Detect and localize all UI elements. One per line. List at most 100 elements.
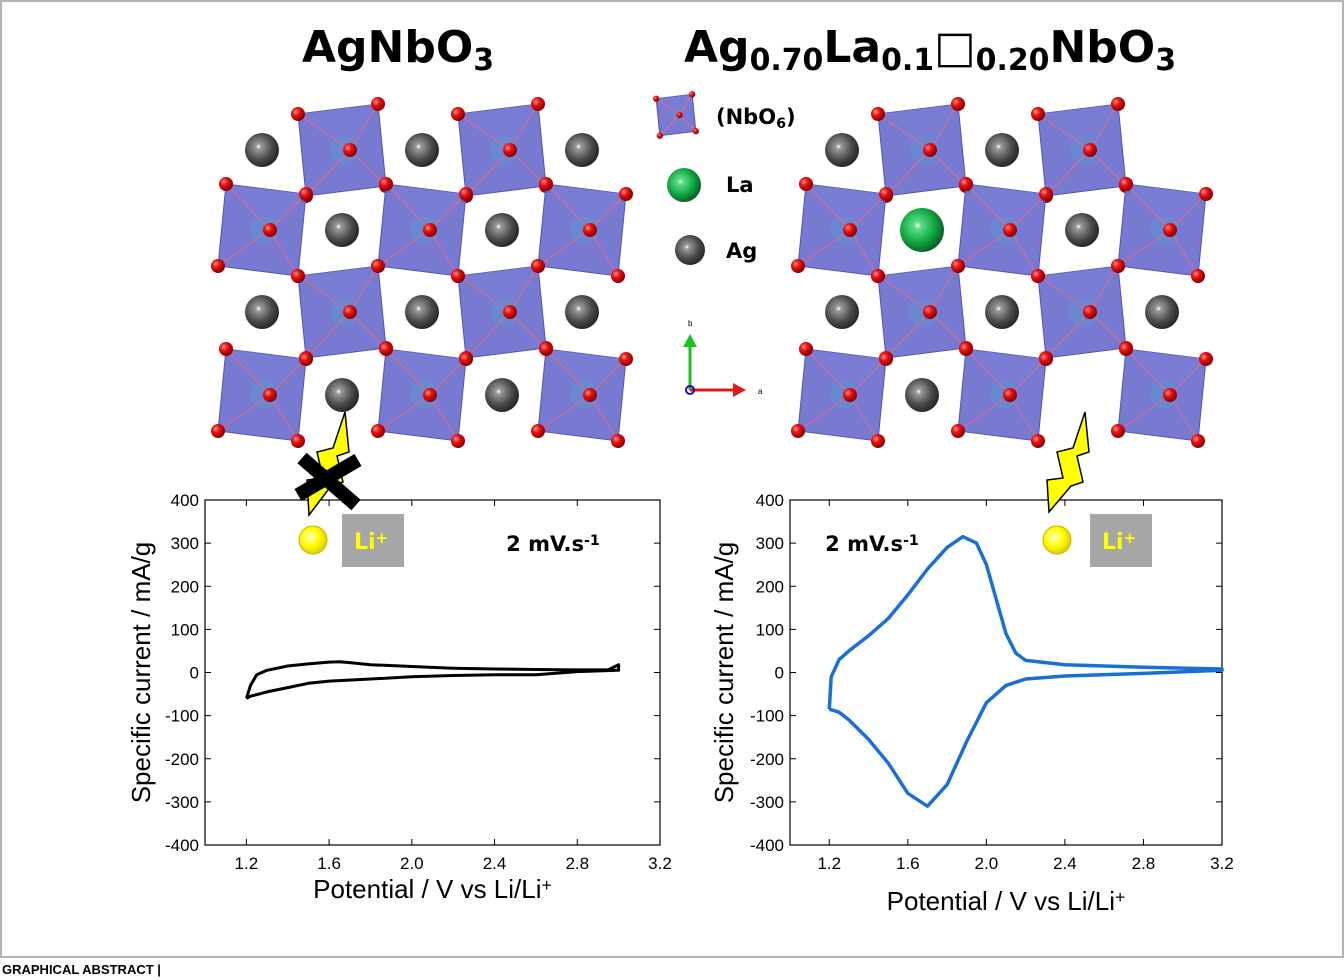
oxygen: [539, 342, 553, 356]
bond: [385, 183, 431, 231]
oxygen: [656, 132, 663, 139]
oxygen: [619, 352, 633, 366]
octahedron-face: [458, 104, 538, 150]
oxygen: [459, 352, 473, 366]
oxygen: [583, 223, 597, 237]
octahedron-face: [386, 349, 466, 395]
bond: [589, 193, 627, 231]
oxygen: [843, 388, 857, 402]
y-tick-label: 400: [756, 491, 784, 510]
x-axis-title: Potential / V vs Li/Li+: [887, 886, 1126, 916]
octahedron-face: [226, 184, 306, 230]
x-tick-label: 2.8: [565, 854, 589, 873]
bond: [849, 193, 887, 231]
oxygen: [951, 259, 965, 273]
bond: [1045, 149, 1091, 197]
y-tick-label: 0: [775, 664, 784, 683]
bond: [957, 229, 1011, 267]
legend-label: La: [726, 173, 754, 197]
oxygen: [1111, 424, 1125, 438]
bond: [929, 311, 967, 349]
oxygen: [379, 342, 393, 356]
li-ion: [1042, 525, 1072, 555]
bond: [305, 149, 351, 197]
atom: [900, 208, 944, 252]
cv-curve: [244, 660, 621, 700]
oxygen: [583, 388, 597, 402]
oxygen: [951, 424, 965, 438]
blocked-cross: [294, 453, 362, 502]
oxygen: [531, 97, 545, 111]
bond: [545, 348, 591, 396]
oxygen: [291, 107, 305, 121]
oxygen: [451, 434, 465, 448]
bond: [929, 149, 967, 187]
oxygen: [1039, 187, 1053, 201]
oxygen: [343, 305, 357, 319]
oxygen: [423, 388, 437, 402]
lightning-bolt: [1046, 411, 1090, 514]
oxygen: [219, 177, 233, 191]
bond: [429, 394, 459, 442]
li-ion: [298, 525, 328, 555]
bond: [965, 348, 1011, 396]
bond: [1089, 103, 1119, 151]
scan-rate-part: -1: [903, 533, 919, 549]
bond: [1009, 394, 1039, 442]
oxygen: [371, 97, 385, 111]
octahedron-face: [546, 349, 626, 395]
x-tick-label: 1.6: [317, 854, 341, 873]
octahedron-face: [656, 94, 693, 115]
atom: [485, 213, 519, 247]
oxygen: [1031, 434, 1045, 448]
axis-letter: b: [688, 319, 693, 328]
bond: [269, 358, 307, 396]
bond: [217, 394, 271, 432]
oxygen: [791, 259, 805, 273]
bond: [545, 183, 591, 231]
bond: [1169, 229, 1199, 277]
bond: [429, 229, 459, 277]
oxygen: [531, 259, 545, 273]
oxygen: [451, 269, 465, 283]
oxygen: [371, 259, 385, 273]
octahedron-face: [878, 104, 958, 150]
bond: [965, 183, 1011, 231]
x-tick-label: 3.2: [1210, 854, 1234, 873]
bond: [1117, 229, 1171, 267]
bond: [225, 348, 271, 396]
oxygen: [263, 388, 277, 402]
bond: [849, 358, 887, 396]
oxygen: [653, 95, 660, 102]
bond: [1045, 311, 1091, 359]
atom: [565, 295, 599, 329]
overlay: Li+ Li+: [294, 411, 1152, 567]
oxygen: [211, 259, 225, 273]
oxygen: [871, 269, 885, 283]
bond: [1009, 193, 1047, 231]
axis-origin: [685, 385, 695, 395]
oxygen: [843, 223, 857, 237]
oxygen: [1039, 352, 1053, 366]
oxygen: [1191, 269, 1205, 283]
oxygen: [211, 424, 225, 438]
atom: [245, 295, 279, 329]
frame: [0, 0, 1344, 958]
oxygen: [692, 128, 699, 135]
octahedron-face: [1038, 104, 1118, 150]
oxygen: [1119, 342, 1133, 356]
chart: -400 -300 -200 -100 0 100 200 300 400 1.2 1.6 2.0 2.…: [126, 491, 672, 904]
oxygen: [1119, 177, 1133, 191]
chart: -400 -300 -200 -100 0 100 200 300 400 1.2 1.6 2.0 2.…: [709, 491, 1234, 916]
bond: [877, 113, 931, 151]
x-axis-title-part: +: [542, 875, 552, 895]
structure-title-part: 0.20: [976, 43, 1050, 78]
structure-title-part: AgNbO: [302, 22, 473, 73]
x-axis-title: Potential / V vs Li/Li+: [313, 874, 552, 904]
x-tick-label: 2.8: [1132, 854, 1156, 873]
y-tick-label: 100: [171, 620, 199, 639]
atom: [1065, 213, 1099, 247]
atom: [825, 133, 859, 167]
scan-rate: 2 mV.s-1: [506, 532, 600, 556]
bond: [509, 265, 539, 313]
